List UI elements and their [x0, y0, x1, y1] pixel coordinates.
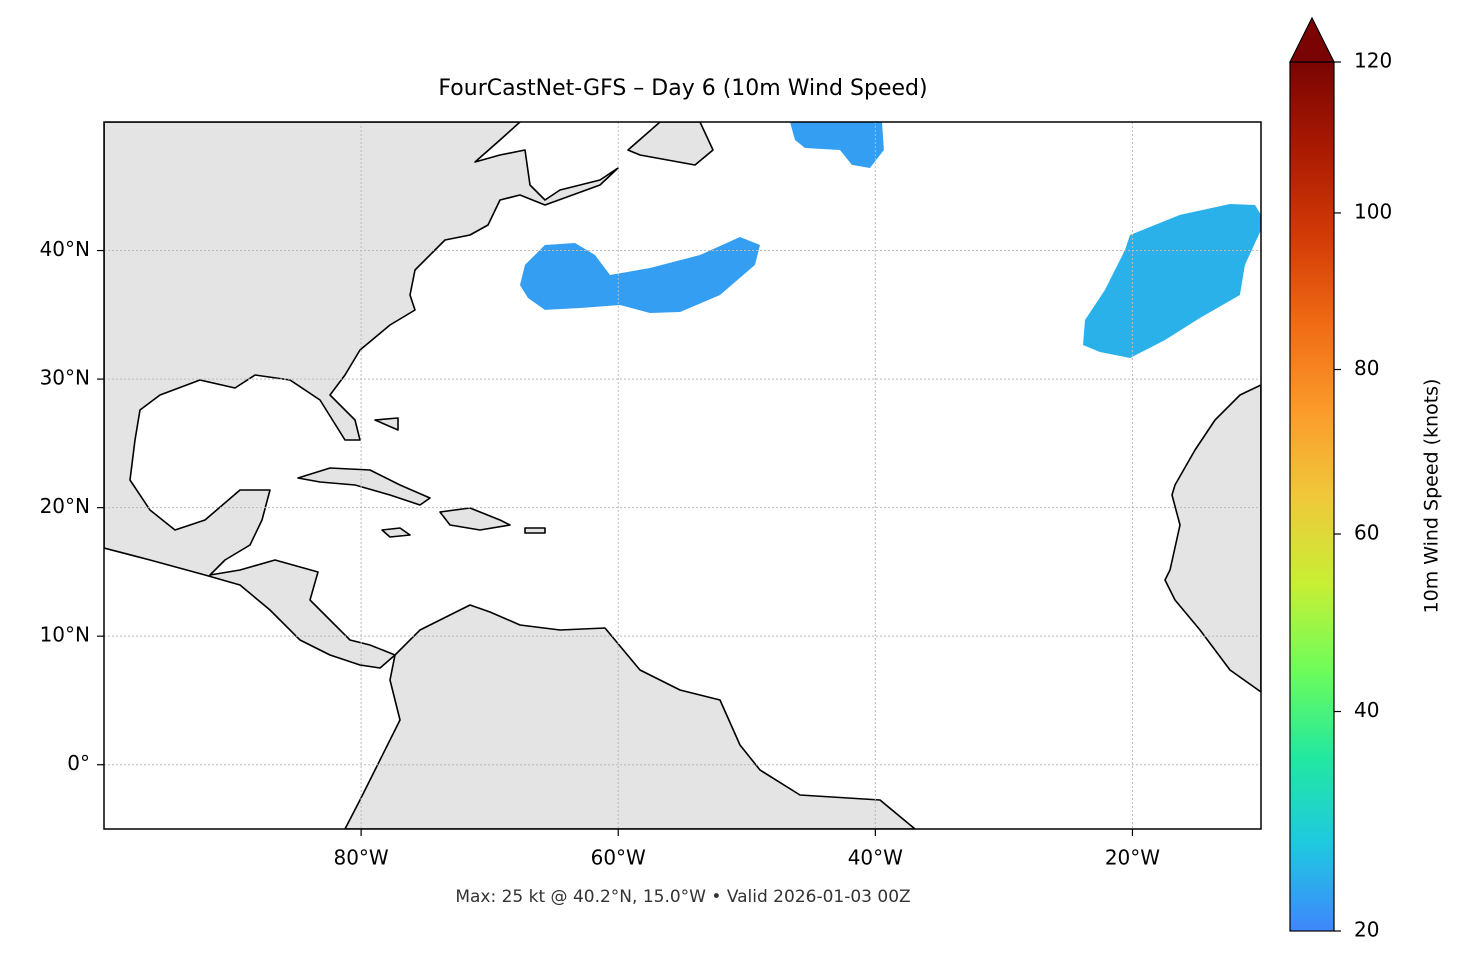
north-central-america — [104, 122, 619, 669]
colorbar-tick-label: 20 — [1354, 918, 1379, 942]
y-tick-label: 20°N — [40, 494, 90, 518]
colorbar: 10m Wind Speed (knots) 20 40 60 80 100 120 — [1289, 16, 1443, 942]
colorbar-tick-label: 40 — [1354, 698, 1379, 722]
chart-title: FourCastNet-GFS – Day 6 (10m Wind Speed) — [438, 76, 927, 101]
south-america — [344, 604, 916, 829]
map-frame — [103, 121, 1262, 830]
colorbar-gradient — [1289, 61, 1335, 932]
colorbar-extend-arrow — [1289, 16, 1335, 63]
colorbar-tick-label: 60 — [1354, 521, 1379, 545]
y-tick-label: 0° — [67, 751, 90, 775]
cuba — [297, 467, 431, 506]
colorbar-tick-label: 80 — [1354, 356, 1379, 380]
colorbar-label: 10m Wind Speed (knots) — [1421, 379, 1443, 614]
y-tick-label: 30°N — [40, 366, 90, 390]
colorbar-tick-label: 100 — [1354, 199, 1392, 223]
wind-region — [790, 122, 884, 168]
x-tick-label: 60°W — [591, 846, 646, 870]
map-area — [104, 122, 1261, 829]
x-tick-label: 80°W — [333, 846, 388, 870]
wind-region — [1083, 204, 1261, 358]
subtitle: Max: 25 kt @ 40.2°N, 15.0°W • Valid 2026… — [455, 887, 910, 907]
y-tick-label: 40°N — [40, 237, 90, 261]
y-tick-label: 10°N — [40, 623, 90, 647]
africa — [1164, 384, 1261, 693]
puerto-rico — [524, 527, 546, 534]
x-tick-label: 20°W — [1105, 846, 1160, 870]
newfoundland — [627, 122, 714, 166]
bahamas — [374, 417, 399, 431]
grid — [104, 122, 1261, 829]
wind-regions — [520, 122, 1261, 358]
x-tick-label: 40°W — [848, 846, 903, 870]
land — [104, 122, 1261, 829]
jamaica — [381, 527, 411, 538]
wind-region — [520, 237, 760, 313]
colorbar-tick-label: 120 — [1354, 49, 1392, 73]
